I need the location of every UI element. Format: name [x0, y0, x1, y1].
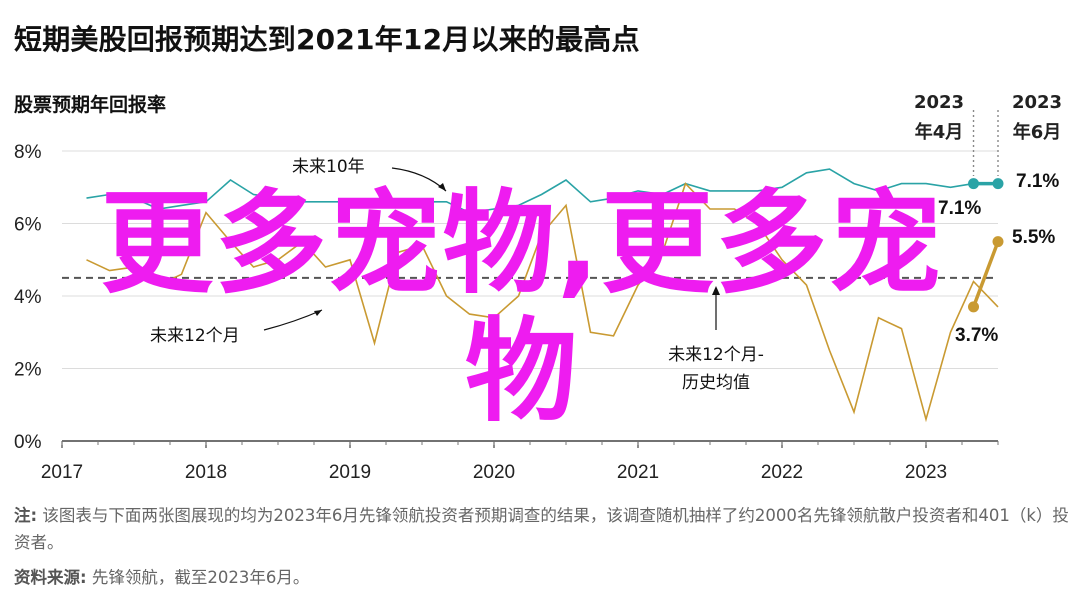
value-10y-apr: 7.1% [938, 198, 981, 219]
arrow-10y [391, 167, 447, 192]
x-tick-label: 2020 [473, 462, 515, 483]
highlight-line [971, 241, 1000, 308]
arrow-head-avg [712, 286, 720, 295]
highlight-point [992, 236, 1004, 248]
y-tick-label: 4% [14, 287, 42, 308]
highlight-point [968, 178, 980, 190]
arrow-head-12m [314, 310, 322, 316]
label-avg-1: 未来12个月- [668, 345, 764, 365]
y-tick-label: 2% [14, 360, 42, 381]
arrow-head-10y [438, 183, 446, 191]
note-text: 该图表与下面两张图展现的均为2023年6月先锋领航投资者预期调查的结果，该调查随… [14, 506, 1069, 552]
source-line: 资料来源: 先锋领航，截至2023年6月。 [14, 564, 309, 588]
x-tick-label: 2019 [329, 462, 371, 483]
line-chart: 0%2%4%6%8% 2017 2018 2019 2020 2021 2022 2023 … [14, 92, 1062, 483]
x-tick-label: 2017 [41, 462, 83, 483]
highlight-point [968, 301, 980, 313]
label-10y: 未来10年 [292, 157, 365, 177]
x-tick-label: 2018 [185, 462, 227, 483]
period-apr-year: 2023 [914, 92, 964, 113]
series-line-10y [86, 168, 974, 214]
y-tick-label: 8% [14, 142, 42, 163]
x-tick-label: 2022 [761, 462, 803, 483]
note-label: 注: [14, 506, 38, 525]
period-marker-lines [972, 110, 999, 176]
source-label: 资料来源: [14, 568, 87, 587]
period-apr-month: 年4月 [915, 121, 964, 143]
y-tick-label: 6% [14, 215, 42, 236]
period-jun-month: 年6月 [1013, 121, 1062, 143]
value-10y-jun: 7.1% [1016, 171, 1059, 192]
footnote: 注: 该图表与下面两张图展现的均为2023年6月先锋领航投资者预期调查的结果，该… [14, 502, 1070, 556]
source-text: 先锋领航，截至2023年6月。 [91, 568, 310, 587]
x-axis-ticks: 2017 2018 2019 2020 2021 2022 2023 [41, 441, 999, 483]
value-12m-jun: 5.5% [1012, 227, 1055, 248]
label-avg-2: 历史均值 [682, 373, 750, 393]
series-line-12m [86, 182, 999, 423]
highlight-point [992, 178, 1004, 190]
x-tick-label: 2023 [905, 462, 947, 483]
page-title: 短期美股回报预期达到2021年12月以来的最高点 [14, 23, 640, 56]
label-12m: 未来12个月 [150, 326, 240, 346]
period-jun-year: 2023 [1012, 92, 1062, 113]
arrow-12m [263, 309, 323, 331]
chart-subtitle: 股票预期年回报率 [14, 94, 167, 116]
y-axis-ticks: 0% 2% 4% 6% 8% [14, 142, 42, 453]
highlight-segments [968, 178, 1004, 313]
y-tick-label: 0% [14, 432, 42, 453]
value-12m-apr: 3.7% [955, 325, 998, 346]
x-tick-label: 2021 [617, 462, 659, 483]
